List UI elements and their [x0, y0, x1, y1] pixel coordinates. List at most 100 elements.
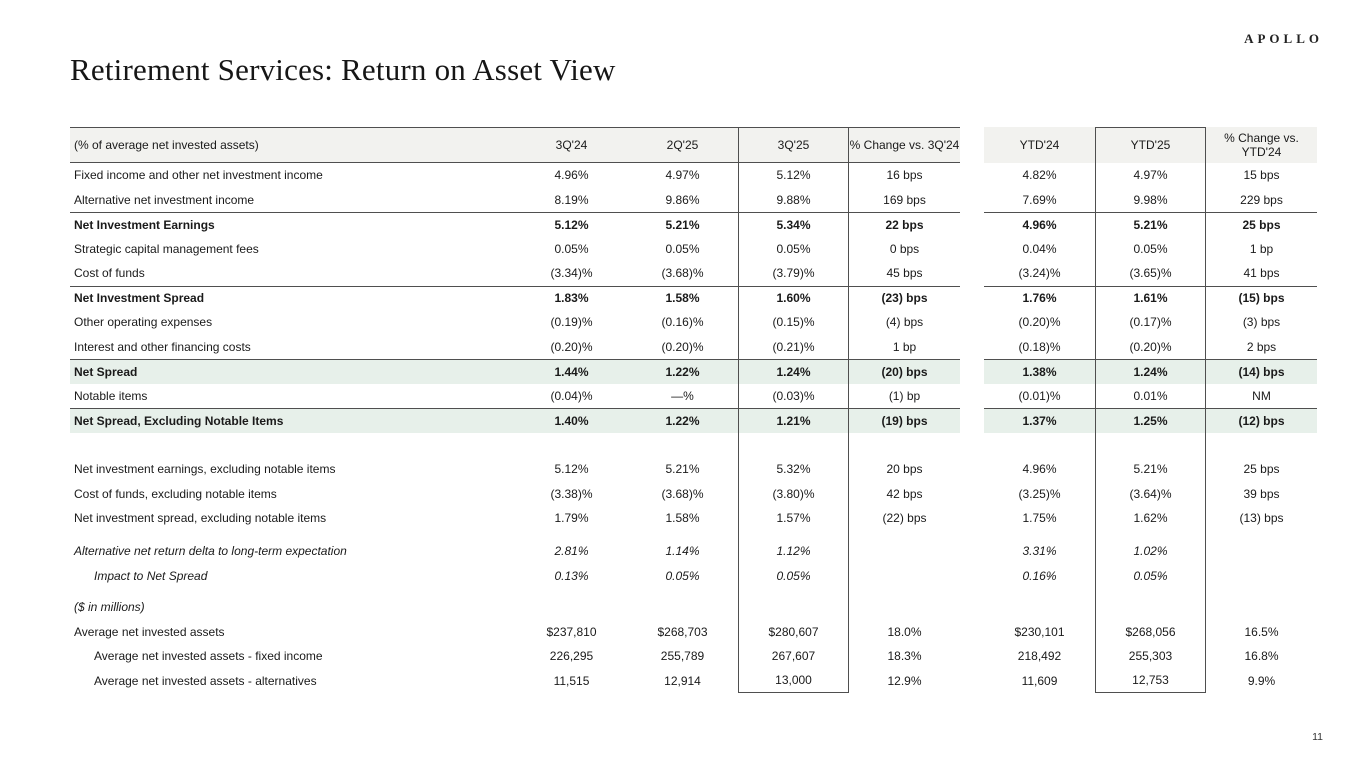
cell-3q24: (0.20)%: [550, 339, 593, 354]
cell-3q24: 1.44%: [516, 359, 627, 384]
table-row: Cost of funds (3.34)% (3.68)% (3.79)% 45 bps…: [70, 261, 1317, 286]
table-header-row: (% of average net invested assets) 3Q'24 2…: [70, 127, 1317, 163]
cell-3q24: 5.12%: [554, 462, 589, 477]
cell-3q24: 5.12%: [516, 212, 627, 237]
table-row: Strategic capital management fees 0.05% 0.…: [70, 236, 1317, 261]
cell-chg-ytd: (15) bps: [1206, 285, 1317, 311]
cell-chg-q: (22) bps: [882, 511, 927, 526]
cell-chg-ytd: NM: [1252, 388, 1271, 403]
table-row: Fixed income and other net investment in…: [70, 163, 1317, 188]
cell-ytd24: 4.96%: [1022, 462, 1057, 477]
cell-ytd24: [984, 531, 1095, 540]
cell-2q25: 9.86%: [665, 192, 700, 207]
cell-chg-q: 18.0%: [887, 624, 922, 639]
cell-chg-ytd: 25 bps: [1206, 212, 1317, 237]
cell-2q25: 0.05%: [665, 241, 700, 256]
cell-ytd25: 1.02%: [1095, 539, 1206, 564]
cell-ytd24: $230,101: [1014, 624, 1065, 639]
table-row: Net investment earnings, excluding notab…: [70, 457, 1317, 482]
table-row: ($ in millions): [70, 595, 1317, 620]
cell-3q25: 13,000: [738, 668, 849, 693]
row-label: Cost of funds: [74, 266, 145, 281]
cell-3q25: 1.57%: [738, 506, 849, 531]
cell-ytd25: 0.05%: [1095, 563, 1206, 588]
cell-3q24: [516, 531, 627, 540]
col-gap: [960, 457, 984, 482]
cell-ytd25: 255,303: [1095, 644, 1206, 669]
cell-ytd25: (3.65)%: [1095, 261, 1206, 286]
cell-3q25: $280,607: [738, 619, 849, 644]
row-label: [70, 588, 516, 595]
cell-3q24: 1.40%: [516, 408, 627, 433]
cell-3q25: 1.12%: [738, 539, 849, 564]
cell-ytd24: (0.20)%: [1018, 315, 1061, 330]
col-gap: [960, 530, 984, 539]
cell-chg-ytd: 2 bps: [1246, 339, 1277, 354]
cell-ytd24: 1.75%: [1022, 511, 1057, 526]
table-row: Net Investment Spread 1.83% 1.58% 1.60% (23)…: [70, 285, 1317, 311]
cell-ytd25: 4.97%: [1095, 163, 1206, 188]
cell-chg-q: 42 bps: [886, 486, 923, 501]
table-row: Notable items (0.04)% —% (0.03)% (1) bp (0.01…: [70, 383, 1317, 408]
cell-2q25: (3.68)%: [661, 266, 704, 281]
col-gap: [960, 432, 984, 457]
cell-ytd24: 218,492: [1017, 649, 1062, 664]
cell-chg-ytd: (12) bps: [1206, 408, 1317, 433]
cell-chg-q: (23) bps: [849, 285, 960, 311]
col-gap: [960, 506, 984, 531]
cell-chg-ytd: [1206, 595, 1317, 620]
cell-3q24: [516, 588, 627, 595]
cell-ytd25: 1.25%: [1095, 408, 1206, 433]
cell-chg-ytd: 25 bps: [1243, 462, 1280, 477]
cell-2q25: 1.58%: [627, 285, 738, 311]
cell-2q25: (3.68)%: [661, 486, 704, 501]
table-row: Net Spread, Excluding Notable Items 1.40%…: [70, 408, 1317, 433]
row-label: Impact to Net Spread: [94, 568, 208, 583]
cell-chg-ytd: (3) bps: [1242, 315, 1281, 330]
cell-3q25: 5.34%: [738, 212, 849, 237]
cell-ytd24: 1.76%: [984, 285, 1095, 311]
cell-chg-ytd: 9.9%: [1247, 673, 1276, 688]
cell-3q25: (3.80)%: [738, 481, 849, 506]
cell-ytd25: 1.61%: [1095, 285, 1206, 310]
cell-chg-q: [849, 595, 960, 620]
cell-chg-q: 169 bps: [883, 192, 926, 207]
col-gap: [960, 310, 984, 335]
col-gap: [960, 644, 984, 669]
cell-3q24: (3.34)%: [550, 266, 593, 281]
cell-2q25: [627, 588, 738, 595]
table-row: Average net invested assets - alternativ…: [70, 668, 1317, 693]
cell-chg-ytd: [1206, 588, 1317, 595]
cell-3q25: (0.15)%: [738, 310, 849, 335]
cell-ytd25: 1.24%: [1095, 359, 1206, 384]
table-row: Average net invested assets $237,810 $268,…: [70, 619, 1317, 644]
cell-ytd25: (0.20)%: [1095, 334, 1206, 359]
cell-3q25: 1.24%: [738, 359, 849, 384]
col-gap: [960, 334, 984, 359]
row-label: Net Investment Spread: [70, 285, 516, 311]
row-label: Fixed income and other net investment in…: [74, 168, 323, 183]
page-title: Retirement Services: Return on Asset Vie…: [70, 52, 616, 87]
apollo-logo: APOLLO: [1244, 31, 1323, 46]
cell-ytd24: [984, 433, 1095, 458]
row-label: Notable items: [74, 388, 148, 403]
cell-ytd24: (3.24)%: [1018, 266, 1061, 281]
cell-chg-q: [849, 539, 960, 564]
cell-ytd25: [1095, 588, 1206, 595]
cell-3q25: (0.03)%: [738, 383, 849, 408]
cell-ytd24: 1.37%: [984, 408, 1095, 433]
col-gap: [960, 668, 984, 693]
cell-chg-q: 20 bps: [886, 462, 923, 477]
cell-ytd24: [984, 595, 1095, 620]
col-gap: [960, 588, 984, 595]
cell-2q25: [627, 433, 738, 458]
cell-chg-ytd: [1206, 539, 1317, 564]
cell-chg-q: (1) bp: [888, 388, 921, 403]
cell-3q24: 11,515: [553, 673, 590, 688]
table-row: Interest and other financing costs (0.20)…: [70, 334, 1317, 359]
col-gap: [960, 359, 984, 384]
cell-chg-q: 12.9%: [887, 673, 922, 688]
cell-3q25: [738, 530, 849, 539]
cell-chg-q: 16 bps: [886, 168, 923, 183]
